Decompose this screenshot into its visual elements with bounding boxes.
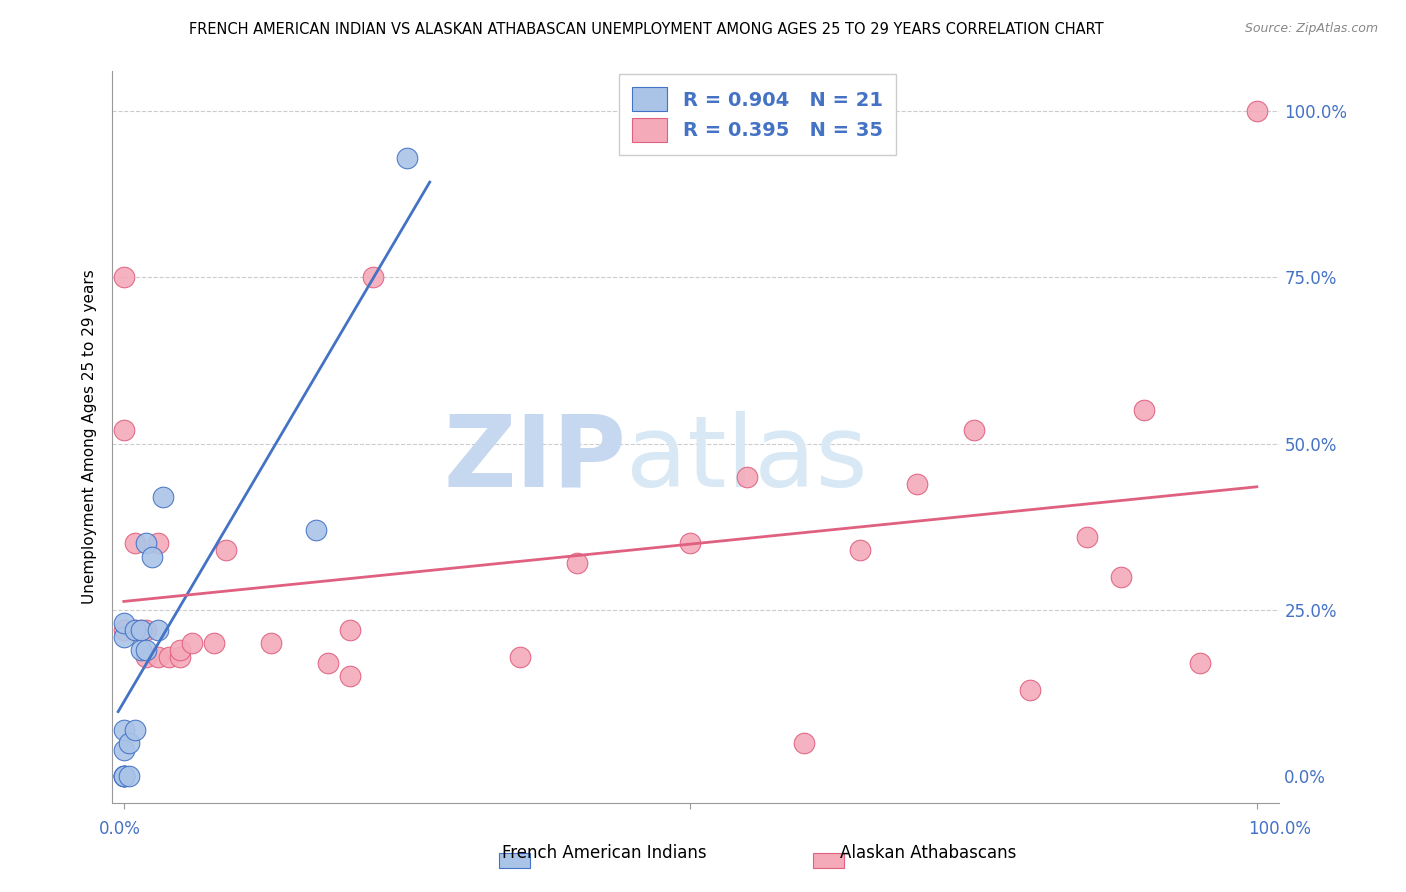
Point [735,470,758,484]
Point [135,623,157,637]
Point [118,769,141,783]
Point [135,643,157,657]
Y-axis label: Unemployment Among Ages 25 to 29 years: Unemployment Among Ages 25 to 29 years [82,269,97,605]
Point [157,649,180,664]
Text: Source: ZipAtlas.com: Source: ZipAtlas.com [1244,22,1378,36]
Point [112,424,135,438]
Point [962,424,984,438]
Point [1109,570,1132,584]
Point [509,649,531,664]
Point [305,523,328,537]
Point [905,476,928,491]
Point [124,623,146,637]
Point [135,649,157,664]
Text: atlas: atlas [626,410,868,508]
Point [112,623,135,637]
Point [124,623,146,637]
Point [146,623,169,637]
Legend: R = 0.904   N = 21, R = 0.395   N = 35: R = 0.904 N = 21, R = 0.395 N = 35 [619,74,896,155]
Point [112,769,135,783]
Point [112,270,135,285]
Point [1019,682,1042,697]
Point [180,636,202,650]
Point [112,630,135,644]
Point [339,669,361,683]
Point [793,736,815,750]
Point [152,490,174,504]
Point [112,769,135,783]
Text: FRENCH AMERICAN INDIAN VS ALASKAN ATHABASCAN UNEMPLOYMENT AMONG AGES 25 TO 29 YE: FRENCH AMERICAN INDIAN VS ALASKAN ATHABA… [190,22,1104,37]
Point [129,623,152,637]
Point [361,270,384,285]
Point [565,557,588,571]
Point [141,549,163,564]
Point [112,723,135,737]
Point [1076,530,1098,544]
Point [129,623,152,637]
Point [849,543,872,558]
Point [1246,104,1268,119]
Point [396,151,419,165]
Point [112,769,135,783]
Point [112,742,135,756]
Point [316,656,339,670]
Point [124,536,146,550]
Point [260,636,283,650]
Point [679,536,702,550]
Point [204,636,226,650]
Point [118,736,141,750]
Point [146,649,169,664]
Point [129,643,152,657]
Text: French American Indians: French American Indians [502,844,707,862]
Point [339,623,361,637]
Point [169,649,191,664]
Point [112,769,135,783]
Point [1189,656,1212,670]
Point [135,536,157,550]
Text: 100.0%: 100.0% [1249,820,1310,838]
Point [146,536,169,550]
Point [124,723,146,737]
Text: ZIP: ZIP [443,410,626,508]
Point [1132,403,1154,417]
Point [169,643,191,657]
Point [215,543,238,558]
Text: 0.0%: 0.0% [98,820,141,838]
Point [112,616,135,631]
Text: Alaskan Athabascans: Alaskan Athabascans [839,844,1017,862]
